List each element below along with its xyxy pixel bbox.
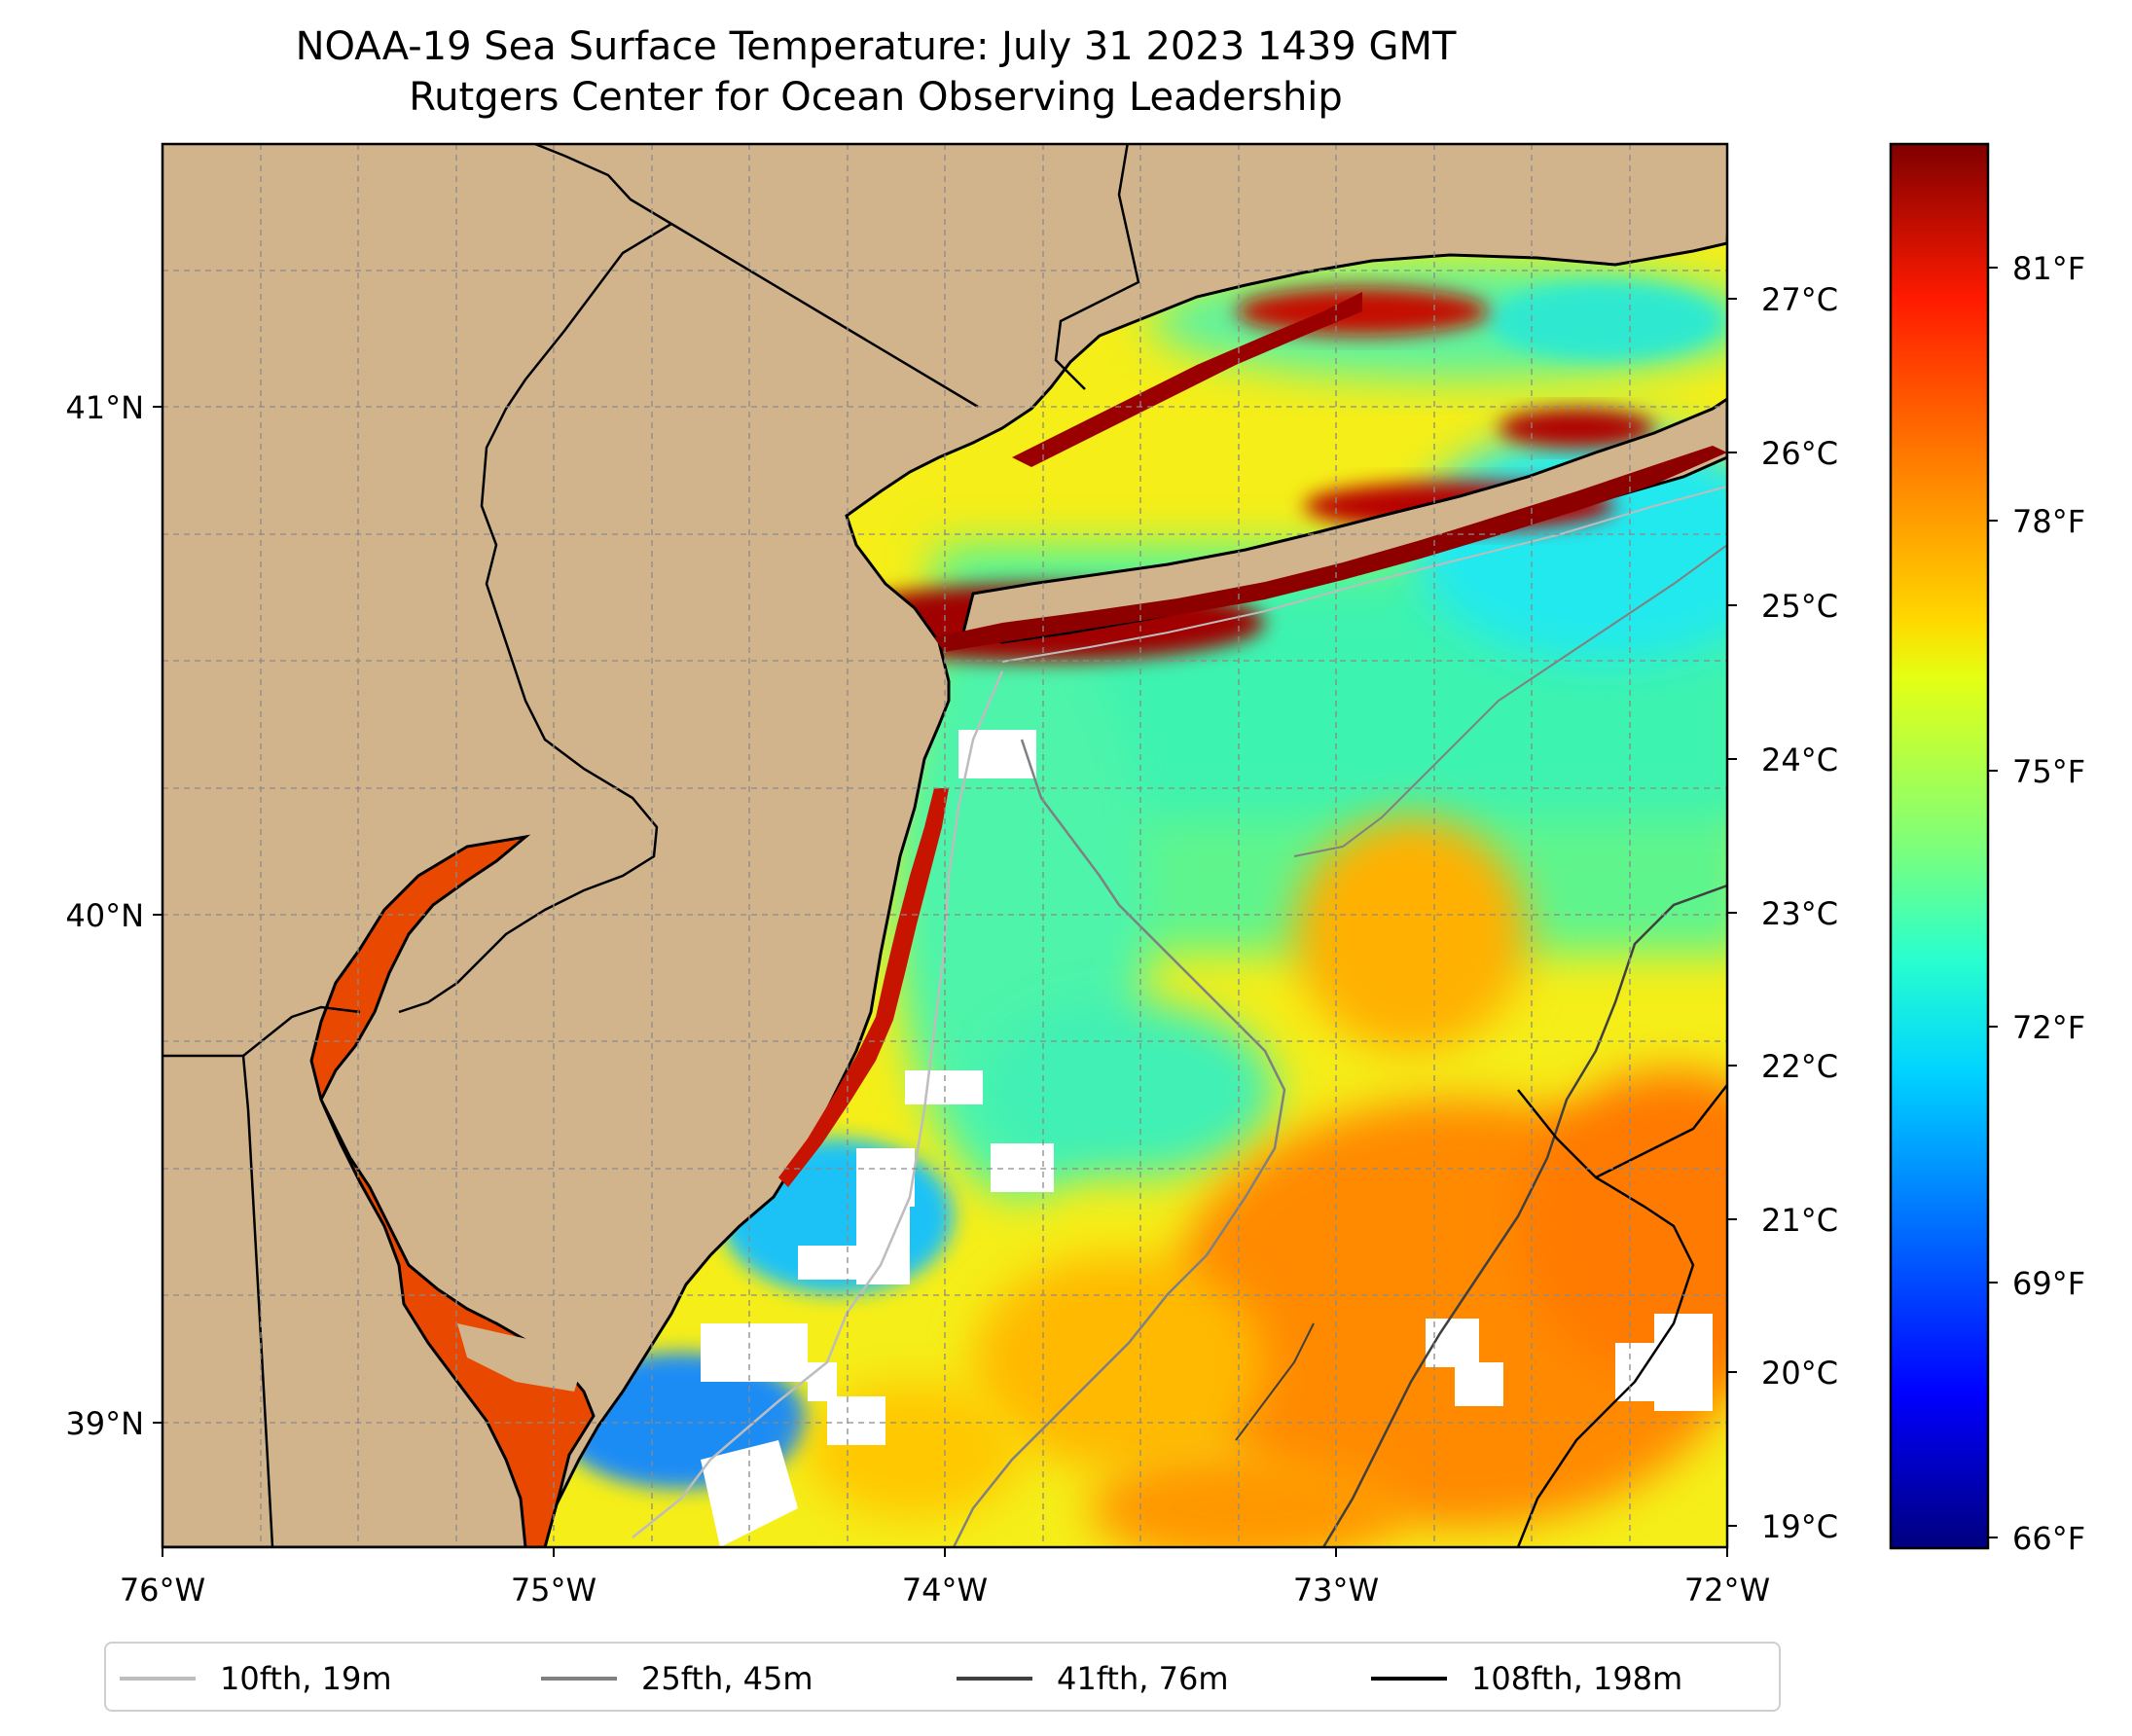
gridlines xyxy=(163,144,1727,1547)
legend-item: 41fth, 76m xyxy=(957,1644,1228,1714)
celsius-tick-label: 24°C xyxy=(1761,741,1838,778)
fahrenheit-tick-label: 81°F xyxy=(2012,250,2085,287)
lon-tick-label: 75°W xyxy=(511,1572,596,1609)
lon-tick-label: 76°W xyxy=(120,1572,205,1609)
lon-tick-label: 74°W xyxy=(902,1572,988,1609)
legend-swatch xyxy=(1371,1677,1447,1681)
celsius-tick-label: 25°C xyxy=(1761,588,1838,625)
fahrenheit-tick-label: 78°F xyxy=(2012,503,2085,540)
fahrenheit-tick-label: 72°F xyxy=(2012,1009,2085,1046)
lat-tick-label: 39°N xyxy=(65,1405,144,1442)
legend-swatch xyxy=(120,1677,196,1681)
title-line-2: Rutgers Center for Ocean Observing Leade… xyxy=(409,75,1343,120)
celsius-tick-label: 21°C xyxy=(1761,1202,1838,1239)
lon-tick-label: 72°W xyxy=(1684,1572,1770,1609)
legend-swatch xyxy=(541,1677,617,1681)
fahrenheit-tick-label: 75°F xyxy=(2012,753,2085,790)
fahrenheit-tick-label: 69°F xyxy=(2012,1265,2085,1302)
fahrenheit-ticks xyxy=(1988,267,1998,1538)
legend-label: 108fth, 198m xyxy=(1471,1660,1683,1697)
bathymetry-contours xyxy=(632,486,1727,1547)
fahrenheit-tick-label: 66°F xyxy=(2012,1520,2085,1557)
legend-label: 41fth, 76m xyxy=(1057,1660,1229,1697)
celsius-tick-label: 19°C xyxy=(1761,1508,1838,1545)
celsius-tick-label: 20°C xyxy=(1761,1355,1838,1392)
colorbar xyxy=(1889,142,1990,1550)
celsius-tick-label: 23°C xyxy=(1761,895,1838,932)
map-ticks xyxy=(153,406,1728,1557)
legend-item: 10fth, 19m xyxy=(120,1644,391,1714)
map-panel xyxy=(163,144,1727,1547)
legend-label: 10fth, 19m xyxy=(220,1660,392,1697)
state-borders xyxy=(163,144,1140,1547)
contour-legend: 10fth, 19m 25fth, 45m 41fth, 76m 108fth,… xyxy=(104,1642,1781,1712)
legend-item: 25fth, 45m xyxy=(541,1644,813,1714)
title-line-1: NOAA-19 Sea Surface Temperature: July 31… xyxy=(295,24,1457,69)
legend-label: 25fth, 45m xyxy=(641,1660,813,1697)
legend-item: 108fth, 198m xyxy=(1371,1644,1682,1714)
celsius-ticks xyxy=(1727,298,1737,1527)
chart-title: NOAA-19 Sea Surface Temperature: July 31… xyxy=(0,21,1752,123)
lat-tick-label: 41°N xyxy=(65,389,144,426)
lon-tick-label: 73°W xyxy=(1293,1572,1379,1609)
lat-tick-label: 40°N xyxy=(65,897,144,934)
legend-swatch xyxy=(957,1677,1032,1681)
celsius-tick-label: 27°C xyxy=(1761,281,1838,318)
celsius-tick-label: 26°C xyxy=(1761,435,1838,472)
celsius-tick-label: 22°C xyxy=(1761,1048,1838,1085)
